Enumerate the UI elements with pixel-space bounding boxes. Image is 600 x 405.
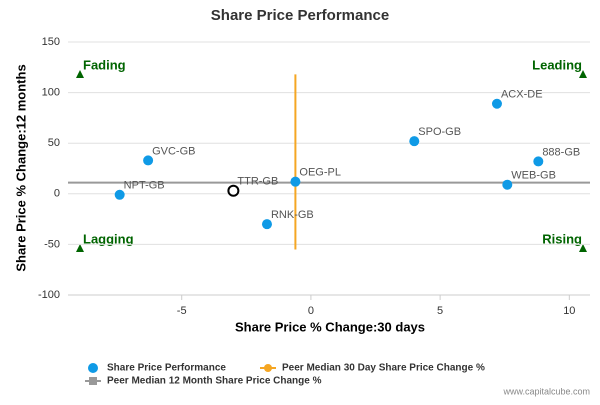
point — [502, 179, 513, 190]
x-tick-label: 0 — [308, 305, 314, 317]
point — [227, 184, 240, 197]
point-label: OEG-PL — [299, 167, 341, 179]
point — [114, 189, 125, 200]
point-label: NPT-GB — [124, 180, 165, 192]
x-axis-title: Share Price % Change:30 days — [235, 319, 425, 334]
point — [491, 98, 502, 109]
x-tick-label: 10 — [563, 305, 575, 317]
point-label: SPO-GB — [418, 126, 461, 138]
y-tick-label: 100 — [42, 87, 60, 99]
point-label: TTR-GB — [237, 176, 278, 188]
y-tick-label: 0 — [54, 188, 60, 200]
y-tick-label: 150 — [42, 36, 60, 48]
point-label: WEB-GB — [511, 170, 556, 182]
point-label: RNK-GB — [271, 209, 314, 221]
corner-label: Fading — [83, 57, 126, 72]
corner-label: Lagging — [83, 231, 134, 246]
point-label: GVC-GB — [152, 145, 195, 157]
triangle — [579, 244, 587, 252]
y-tick-label: -50 — [44, 238, 60, 250]
legend-label: Peer Median 12 Month Share Price Change … — [107, 376, 322, 387]
point-label: ACX-DE — [501, 89, 543, 101]
point — [261, 219, 272, 230]
triangle — [76, 70, 84, 78]
chart-title: Share Price Performance — [211, 7, 389, 24]
footer: www.capitalcube.com — [502, 386, 590, 396]
y-tick-label: -100 — [38, 289, 60, 301]
y-tick-label: 50 — [48, 137, 60, 149]
point — [533, 156, 544, 167]
triangle — [579, 70, 587, 78]
legend-label: Peer Median 30 Day Share Price Change % — [282, 363, 485, 374]
legend-marker — [264, 364, 272, 372]
y-axis-title: Share Price % Change:12 months — [13, 64, 28, 271]
legend-marker — [88, 363, 98, 373]
corner-label: Rising — [542, 231, 582, 246]
x-tick-label: -5 — [177, 305, 187, 317]
legend-label: Share Price Performance — [107, 363, 226, 374]
legend-marker — [89, 377, 97, 385]
point — [143, 155, 154, 166]
corner-label: Leading — [532, 57, 582, 72]
triangle — [76, 244, 84, 252]
point-label: 888-GB — [542, 146, 580, 158]
point — [290, 176, 301, 187]
x-tick-label: 5 — [437, 305, 443, 317]
point — [409, 136, 420, 147]
